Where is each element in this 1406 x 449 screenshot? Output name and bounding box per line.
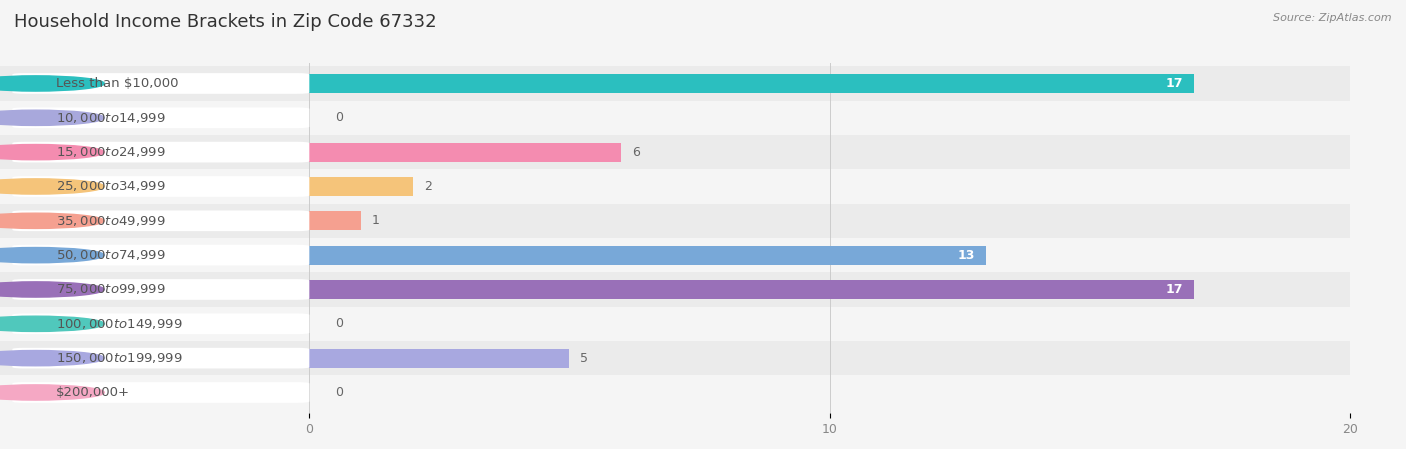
FancyBboxPatch shape — [13, 176, 309, 197]
Circle shape — [0, 351, 104, 366]
Circle shape — [0, 179, 104, 194]
Circle shape — [0, 282, 104, 297]
Bar — [309, 177, 413, 196]
Bar — [309, 280, 1194, 299]
Circle shape — [0, 145, 104, 160]
Bar — [0, 375, 309, 409]
FancyBboxPatch shape — [13, 382, 309, 403]
FancyBboxPatch shape — [13, 245, 309, 265]
Bar — [0, 307, 309, 341]
Text: 5: 5 — [579, 352, 588, 365]
Bar — [309, 204, 1350, 238]
Bar — [0, 341, 309, 375]
Bar — [309, 74, 1194, 93]
Bar — [309, 246, 986, 264]
Bar — [0, 272, 309, 307]
Circle shape — [0, 110, 104, 125]
Bar — [309, 349, 569, 368]
Bar — [0, 135, 309, 169]
Text: Less than $10,000: Less than $10,000 — [56, 77, 179, 90]
Bar — [0, 204, 309, 238]
Bar — [0, 238, 309, 272]
Bar — [309, 169, 1350, 204]
Text: Household Income Brackets in Zip Code 67332: Household Income Brackets in Zip Code 67… — [14, 13, 437, 31]
Bar — [0, 101, 309, 135]
Bar — [309, 66, 1350, 101]
Bar — [309, 375, 1350, 409]
Circle shape — [0, 316, 104, 331]
Text: 0: 0 — [336, 317, 343, 330]
Circle shape — [0, 385, 104, 400]
Bar — [309, 211, 361, 230]
FancyBboxPatch shape — [13, 142, 309, 163]
FancyBboxPatch shape — [13, 73, 309, 94]
Bar — [309, 101, 1350, 135]
FancyBboxPatch shape — [13, 348, 309, 369]
Text: 17: 17 — [1166, 77, 1184, 90]
Circle shape — [0, 213, 104, 229]
Text: 13: 13 — [957, 249, 976, 262]
Bar — [309, 307, 1350, 341]
Bar — [309, 341, 1350, 375]
Text: $15,000 to $24,999: $15,000 to $24,999 — [56, 145, 166, 159]
Circle shape — [0, 247, 104, 263]
Text: 6: 6 — [631, 145, 640, 158]
Text: 0: 0 — [336, 111, 343, 124]
Text: 2: 2 — [423, 180, 432, 193]
Bar — [0, 169, 309, 204]
Text: $100,000 to $149,999: $100,000 to $149,999 — [56, 317, 183, 331]
FancyBboxPatch shape — [13, 211, 309, 231]
Bar — [309, 143, 621, 162]
Text: $25,000 to $34,999: $25,000 to $34,999 — [56, 180, 166, 194]
Text: $200,000+: $200,000+ — [56, 386, 129, 399]
Bar — [309, 272, 1350, 307]
Text: Source: ZipAtlas.com: Source: ZipAtlas.com — [1274, 13, 1392, 23]
Bar — [309, 238, 1350, 272]
Text: 1: 1 — [371, 214, 380, 227]
Text: $10,000 to $14,999: $10,000 to $14,999 — [56, 111, 166, 125]
FancyBboxPatch shape — [13, 107, 309, 128]
Bar — [0, 66, 309, 101]
FancyBboxPatch shape — [13, 313, 309, 334]
Text: 0: 0 — [336, 386, 343, 399]
Text: $50,000 to $74,999: $50,000 to $74,999 — [56, 248, 166, 262]
Bar — [309, 135, 1350, 169]
Text: $35,000 to $49,999: $35,000 to $49,999 — [56, 214, 166, 228]
Text: 17: 17 — [1166, 283, 1184, 296]
FancyBboxPatch shape — [13, 279, 309, 300]
Text: $150,000 to $199,999: $150,000 to $199,999 — [56, 351, 183, 365]
Circle shape — [0, 76, 104, 91]
Text: $75,000 to $99,999: $75,000 to $99,999 — [56, 282, 166, 296]
